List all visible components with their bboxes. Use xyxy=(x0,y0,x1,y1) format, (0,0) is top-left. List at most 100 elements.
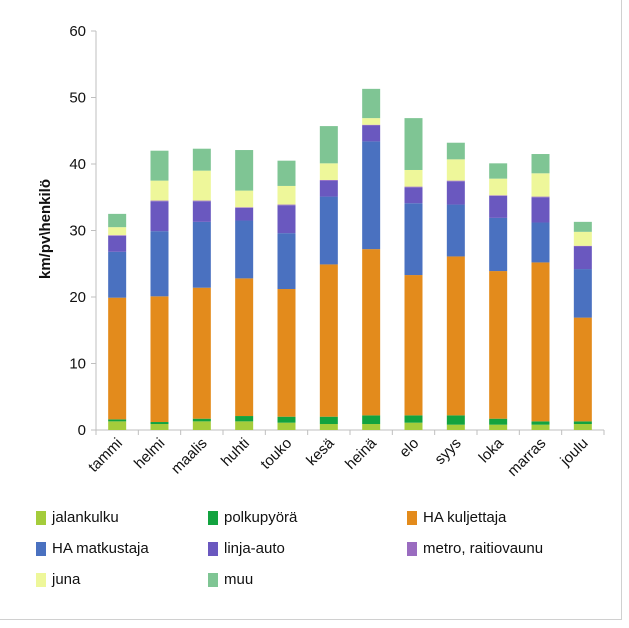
bar-segment-jalankulku xyxy=(362,424,381,430)
legend-label: muu xyxy=(224,571,254,588)
y-tick-label: 50 xyxy=(69,90,86,107)
stacked-bar-chart: 0 10 20 30 40 50 60 tammi helmi maalis huhti touko… xyxy=(37,23,605,480)
bar-segment-polkupyörä xyxy=(489,418,508,425)
bar-segment-polkupyörä xyxy=(531,421,550,425)
bar-segment-ha-kuljettaja xyxy=(404,275,423,416)
bar-segment-jalankulku xyxy=(150,424,169,430)
bar-segment-linja-auto xyxy=(192,201,211,222)
bar-segment-muu xyxy=(531,154,550,174)
bar-segment-polkupyörä xyxy=(446,415,465,425)
legend-label: polkupyörä xyxy=(224,509,298,526)
bar-segment-ha-kuljettaja xyxy=(150,296,169,423)
bar-segment-linja-auto xyxy=(489,195,508,218)
legend-item: linja-auto xyxy=(208,540,285,557)
bar-segment-linja-auto xyxy=(319,180,338,197)
bar-segment-jalankulku xyxy=(489,424,508,430)
bar-segment-ha-kuljettaja xyxy=(489,271,508,419)
bar-segment-juna xyxy=(489,178,508,196)
bar-segment-juna xyxy=(362,118,381,125)
x-tick-label: touko xyxy=(257,435,295,473)
axes xyxy=(91,30,605,435)
bar-segment-metro-raitiovaunu xyxy=(362,124,381,126)
y-tick-label: 40 xyxy=(69,156,86,173)
legend-swatch xyxy=(36,541,46,556)
x-tick-label: helmi xyxy=(131,435,168,472)
bar-segment-jalankulku xyxy=(277,422,296,430)
bar-segment-muu xyxy=(235,150,254,191)
bar-segment-juna xyxy=(404,169,423,187)
bar-segment-metro-raitiovaunu xyxy=(489,195,508,196)
bar-segment-ha-matkustaja xyxy=(446,204,465,257)
bar-segment-muu xyxy=(404,118,423,170)
legend-label: HA matkustaja xyxy=(52,540,149,557)
legend-swatch xyxy=(208,541,218,556)
legend-item: HA matkustaja xyxy=(36,540,149,557)
bar-segment-jalankulku xyxy=(319,424,338,430)
bar-segment-metro-raitiovaunu xyxy=(235,207,254,208)
chart-frame xyxy=(0,0,622,620)
x-tick-label: syys xyxy=(431,435,464,468)
bar-segment-ha-matkustaja xyxy=(277,233,296,290)
x-tick-label: loka xyxy=(476,434,508,466)
legend-label: linja-auto xyxy=(224,540,285,557)
x-tick-labels: tammi helmi maalis huhti touko kesä heinä elo sy… xyxy=(85,434,592,479)
bar-segment-ha-kuljettaja xyxy=(235,278,254,417)
bar-segment-ha-kuljettaja xyxy=(319,264,338,417)
legend-item: polkupyörä xyxy=(208,509,297,526)
bar-segment-linja-auto xyxy=(277,205,296,234)
bar-segment-ha-kuljettaja xyxy=(362,249,381,416)
y-tick-label: 60 xyxy=(69,23,86,40)
bar-segment-muu xyxy=(150,150,169,181)
bar-segment-jalankulku xyxy=(446,424,465,430)
bar-segment-juna xyxy=(446,159,465,181)
bar-segment-metro-raitiovaunu xyxy=(573,245,592,247)
legend-swatch xyxy=(208,510,218,525)
bar-segment-ha-kuljettaja xyxy=(108,297,127,420)
bar-segment-linja-auto xyxy=(573,246,592,270)
y-tick-label: 10 xyxy=(69,356,86,373)
x-tick-label: marras xyxy=(504,435,549,480)
bar-segment-polkupyörä xyxy=(192,418,211,422)
bar-segment-metro-raitiovaunu xyxy=(277,204,296,206)
y-axis-label: km/pv\henkilö xyxy=(37,179,54,279)
y-tick-labels: 0 10 20 30 40 50 60 xyxy=(69,23,86,439)
bar-segment-linja-auto xyxy=(446,181,465,205)
y-tick-label: 20 xyxy=(69,289,86,306)
bar-segment-ha-matkustaja xyxy=(362,141,381,250)
y-tick-label: 0 xyxy=(78,422,86,439)
bar-segment-ha-matkustaja xyxy=(573,269,592,318)
bar-segment-muu xyxy=(362,88,381,119)
bar-segment-ha-matkustaja xyxy=(489,217,508,272)
legend-swatch xyxy=(407,541,417,556)
legend-item: muu xyxy=(208,571,253,588)
bar-segment-linja-auto xyxy=(362,125,381,142)
bar-segment-ha-kuljettaja xyxy=(531,262,550,422)
bar-segment-jalankulku xyxy=(404,422,423,430)
legend-item: HA kuljettaja xyxy=(407,509,506,526)
legend-item: jalankulku xyxy=(36,509,119,526)
bar-segment-muu xyxy=(446,142,465,160)
bar-segment-polkupyörä xyxy=(235,416,254,422)
bar-segment-jalankulku xyxy=(108,421,127,430)
legend-swatch xyxy=(36,510,46,525)
bar-segment-metro-raitiovaunu xyxy=(446,180,465,182)
bar-segment-jalankulku xyxy=(531,424,550,430)
bar-segment-muu xyxy=(108,213,127,228)
bar-segment-jalankulku xyxy=(192,421,211,430)
bar-segment-linja-auto xyxy=(235,207,254,221)
bar-segment-metro-raitiovaunu xyxy=(319,179,338,181)
y-tick-label: 30 xyxy=(69,223,86,240)
x-tick-label: maalis xyxy=(168,435,211,478)
bar-segment-ha-matkustaja xyxy=(235,220,254,279)
bar-segment-juna xyxy=(573,231,592,246)
bar-segment-polkupyörä xyxy=(404,415,423,423)
x-tick-label: kesä xyxy=(303,434,338,469)
bar-segment-linja-auto xyxy=(404,187,423,204)
bar-segment-muu xyxy=(319,126,338,164)
bar-segment-polkupyörä xyxy=(319,416,338,425)
bar-segment-muu xyxy=(192,148,211,171)
bar-segment-metro-raitiovaunu xyxy=(531,196,550,198)
bar-segment-polkupyörä xyxy=(277,416,296,423)
bar-segment-muu xyxy=(489,163,508,179)
bar-segment-juna xyxy=(150,180,169,201)
